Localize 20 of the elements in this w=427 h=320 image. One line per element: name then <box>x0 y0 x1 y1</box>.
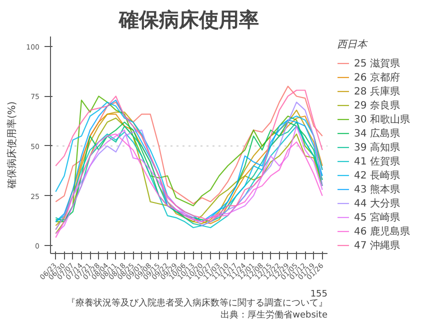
legend-label: 25 滋賀県 <box>354 57 400 70</box>
legend-label: 43 熊本県 <box>354 183 400 196</box>
legend-label: 28 兵庫県 <box>354 85 400 98</box>
text: 155 <box>310 290 328 300</box>
legend-label: 42 長崎県 <box>354 169 400 182</box>
legend-label: 47 沖縄県 <box>354 239 400 252</box>
legend-label: 41 佐賀県 <box>354 155 400 168</box>
chart-title: 確保病床使用率 <box>118 8 259 32</box>
source-note: 出典：厚生労働省website <box>220 310 328 320</box>
legend-label: 30 和歌山県 <box>354 113 410 126</box>
y-axis-title: 確保病床使用率(%) <box>6 101 18 190</box>
text: 『療養状況等及び入院患者受入病床数等に関する調査について』 <box>66 298 328 308</box>
legend-label: 44 大分県 <box>354 197 400 210</box>
legend-label: 29 奈良県 <box>354 99 400 112</box>
legend-label: 39 高知県 <box>354 141 400 154</box>
legend-label: 34 広島県 <box>354 127 400 140</box>
legend-title: 西日本 <box>337 38 369 51</box>
legend-label: 46 鹿児島県 <box>354 225 410 238</box>
legend-label: 26 京都府 <box>354 71 400 84</box>
legend-label: 45 宮崎県 <box>354 211 400 224</box>
